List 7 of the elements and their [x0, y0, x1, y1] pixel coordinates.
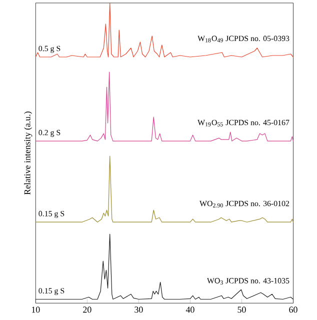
x-tick-label: 20 — [83, 306, 92, 313]
x-tick-label: 30 — [134, 306, 143, 313]
y-axis-title: Relative intensity (a.u.) — [24, 112, 32, 195]
x-tick-label: 50 — [238, 306, 246, 313]
x-tick-label: 10 — [32, 306, 40, 313]
x-tick-label: 60 — [289, 306, 298, 313]
x-tick-label: 40 — [186, 306, 194, 313]
